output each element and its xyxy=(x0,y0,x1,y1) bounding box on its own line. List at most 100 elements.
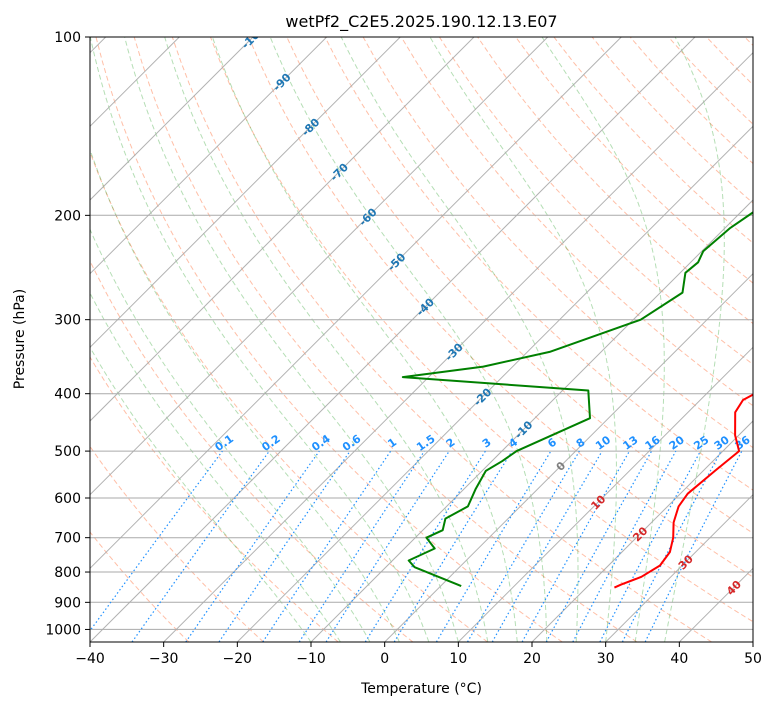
x-tick-label: 30 xyxy=(597,651,615,667)
mixing-ratio-label: 25 xyxy=(691,433,711,452)
isotherm-line xyxy=(90,37,475,422)
chart-title: wetPf2_C2E5.2025.190.12.13.E07 xyxy=(285,12,557,32)
dry-adiabat xyxy=(591,37,753,204)
isotherm-label: -70 xyxy=(328,160,351,183)
dry-adiabat xyxy=(477,37,753,325)
mixing-ratio-line xyxy=(644,450,743,642)
dry-adiabat xyxy=(171,37,712,642)
dry-adiabat xyxy=(400,37,753,407)
dry-adiabat xyxy=(706,37,753,86)
y-tick-label: 400 xyxy=(54,387,81,403)
x-axis-label: Temperature (°C) xyxy=(360,681,482,697)
moist-adiabat xyxy=(90,228,371,642)
x-axis: −40 −30 −20 −10 0 10 20 30 40 50 xyxy=(75,642,762,667)
dry-adiabat xyxy=(133,37,638,642)
plot-frame xyxy=(89,36,754,643)
y-tick-label: 600 xyxy=(54,491,81,507)
isotherm-line xyxy=(163,51,753,642)
x-tick-label: −20 xyxy=(223,651,253,667)
mixing-ratio-line xyxy=(393,450,513,642)
mixing-ratio-label: 20 xyxy=(667,433,687,453)
dewpoint-profile xyxy=(401,211,753,588)
dry-adiabat xyxy=(324,37,753,491)
dry-adiabat xyxy=(438,37,753,366)
plot-area: 0.1 0.2 0.4 0.6 1 1.5 2 3 4 6 8 10 13 16 20 25 30 36-100-… xyxy=(90,37,753,642)
mixing-ratio-line xyxy=(435,450,552,642)
moist-adiabat xyxy=(164,37,489,642)
y-tick-label: 900 xyxy=(54,595,81,611)
y-tick-label: 100 xyxy=(54,30,81,46)
isotherm-line xyxy=(531,420,753,642)
y-axis: 100 200 300 400 500 600 700 800 900 1000 xyxy=(45,30,90,638)
isotherm-line xyxy=(90,37,328,275)
mixing-ratio-label: 2 xyxy=(444,436,458,451)
dry-adiabat xyxy=(90,356,339,642)
moist-adiabat xyxy=(90,37,430,642)
dry-adiabat xyxy=(515,37,753,284)
x-tick-label: −10 xyxy=(296,651,326,667)
moist-adiabat xyxy=(211,37,518,642)
mixing-ratio-label: 3 xyxy=(480,436,494,451)
x-tick-label: −30 xyxy=(149,651,179,667)
moist-adiabat xyxy=(541,37,665,642)
mixing-ratio-line xyxy=(599,450,702,642)
dry-adiabat xyxy=(95,37,563,642)
y-axis-label: Pressure (hPa) xyxy=(12,289,28,389)
dry-adiabat xyxy=(90,531,190,642)
moist-adiabat xyxy=(90,148,400,642)
moist-adiabat xyxy=(340,37,579,642)
isotherm-line xyxy=(310,199,753,642)
y-tick-label: 500 xyxy=(54,444,81,460)
dry-adiabat xyxy=(744,37,753,47)
mixing-ratio-line xyxy=(185,450,320,642)
mixing-ratio-line xyxy=(466,450,580,642)
isotherm-label: 10 xyxy=(588,492,608,512)
mixing-ratio-line xyxy=(325,450,450,642)
isotherm-line xyxy=(90,37,254,201)
mixing-ratio-label: 30 xyxy=(712,433,732,453)
mixing-ratio-line xyxy=(131,450,270,642)
mixing-ratio-line xyxy=(262,450,392,642)
isotherm-line xyxy=(236,125,753,642)
x-tick-label: 0 xyxy=(380,651,389,667)
isotherm-line xyxy=(90,37,696,642)
mixing-ratio-label: 8 xyxy=(574,436,588,451)
mixing-ratio-label: 13 xyxy=(620,433,640,452)
isotherm-line xyxy=(384,272,753,642)
mixing-ratio-line xyxy=(545,450,653,642)
moist-adiabat xyxy=(124,37,459,642)
dry-adiabat xyxy=(362,37,753,449)
x-tick-label: −40 xyxy=(75,651,105,667)
dry-adiabat xyxy=(668,37,753,125)
dry-adiabat xyxy=(90,445,264,642)
mixing-ratio-line xyxy=(521,450,631,642)
isotherm-line xyxy=(752,641,753,642)
dry-adiabat xyxy=(90,150,488,642)
mixing-ratio-line xyxy=(90,450,223,632)
mixing-ratio-line xyxy=(298,450,425,642)
mixing-ratio-label: 10 xyxy=(593,433,613,453)
dry-adiabat xyxy=(90,259,414,642)
mixing-ratio-line xyxy=(572,450,677,642)
mixing-ratio-line xyxy=(218,450,351,642)
moist-adiabat xyxy=(90,346,312,642)
y-tick-label: 1000 xyxy=(45,622,81,638)
temperature-profile xyxy=(613,393,753,589)
y-tick-label: 800 xyxy=(54,565,81,581)
y-tick-label: 200 xyxy=(54,208,81,224)
isotherm-line xyxy=(678,567,753,642)
x-tick-label: 40 xyxy=(670,651,688,667)
x-tick-label: 50 xyxy=(744,651,762,667)
isotherm-line xyxy=(605,493,753,642)
x-tick-label: 20 xyxy=(523,651,541,667)
isotherm-line xyxy=(90,37,622,570)
x-tick-label: 10 xyxy=(449,651,467,667)
dry-adiabat xyxy=(210,37,753,623)
y-tick-label: 700 xyxy=(54,531,81,547)
moist-adiabat xyxy=(664,37,725,642)
mixing-ratio-label: 1 xyxy=(385,436,399,451)
isotherm-line xyxy=(90,37,401,349)
moist-adiabat xyxy=(90,292,341,642)
dry-adiabat xyxy=(248,37,753,578)
